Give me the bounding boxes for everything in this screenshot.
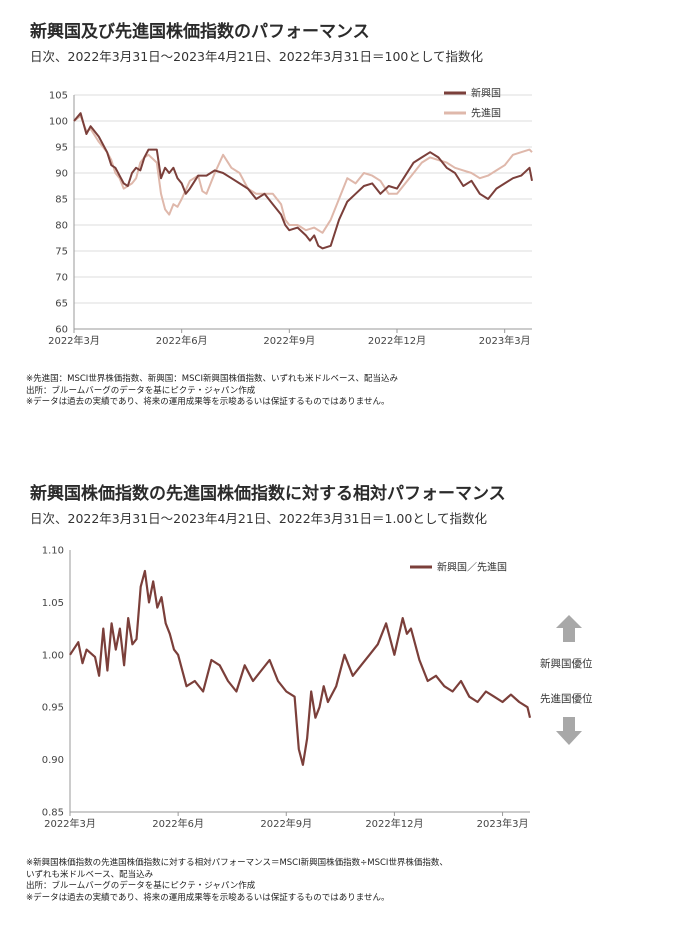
- chart1-subtitle: 日次、2022年3月31日～2023年4月21日、2022年3月31日＝100と…: [30, 49, 483, 64]
- y-tick-label: 70: [55, 273, 68, 284]
- x-tick-label: 2023年3月: [477, 817, 529, 830]
- y-tick-label: 100: [49, 117, 68, 128]
- y-tick-label: 0.85: [42, 808, 64, 819]
- y-tick-label: 0.95: [42, 703, 64, 714]
- y-tick-label: 1.05: [42, 598, 64, 609]
- chart2-subtitle: 日次、2022年3月31日～2023年4月21日、2022年3月31日＝1.00…: [30, 511, 487, 526]
- chart1-notes: ※先進国：MSCI世界株価指数、新興国：MSCI新興国株価指数、いずれも米ドルベ…: [26, 374, 398, 409]
- chart2-note-definition: ※新興国株価指数の先進国株価指数に対する相対パフォーマンス＝MSCI新興国株価指…: [26, 858, 448, 868]
- y-tick-label: 1.10: [42, 546, 64, 557]
- x-tick-label: 2022年12月: [368, 334, 426, 347]
- y-tick-label: 75: [55, 247, 68, 258]
- y-tick-label: 90: [55, 169, 68, 180]
- chart1-note-disclaimer: ※データは過去の実績であり、将来の運用成果等を示唆あるいは保証するものではありま…: [26, 397, 390, 407]
- chart2-note-disclaimer: ※データは過去の実績であり、将来の運用成果等を示唆あるいは保証するものではありま…: [26, 892, 390, 903]
- x-tick-label: 2022年3月: [44, 817, 96, 830]
- x-tick-label: 2022年3月: [48, 334, 100, 347]
- x-tick-label: 2022年9月: [263, 334, 315, 347]
- emerging-advantage-label: 新興国優位: [540, 658, 593, 670]
- x-tick-label: 2022年6月: [152, 817, 204, 830]
- y-tick-label: 1.00: [42, 650, 64, 661]
- y-tick-label: 0.90: [42, 755, 64, 766]
- legend-label-0: 新興国: [471, 87, 501, 100]
- series-line-0: [73, 112, 533, 250]
- y-tick-label: 80: [55, 221, 68, 232]
- y-tick-label: 65: [55, 299, 68, 310]
- developed-advantage-label: 先進国優位: [540, 693, 593, 705]
- y-tick-label: 95: [55, 143, 68, 154]
- y-tick-label: 105: [49, 91, 68, 102]
- chart1-title: 新興国及び先進国株価指数のパフォーマンス: [30, 22, 370, 42]
- series-line-0: [69, 569, 532, 766]
- chart1-note-source: 出所：ブルームバーグのデータを基にピクテ・ジャパン作成: [26, 385, 256, 396]
- chart1-note-definition: ※先進国：MSCI世界株価指数、新興国：MSCI新興国株価指数、いずれも米ドルベ…: [26, 374, 399, 384]
- chart2-title: 新興国株価指数の先進国株価指数に対する相対パフォーマンス: [30, 484, 506, 504]
- down-arrow-icon: [556, 717, 582, 745]
- up-arrow-icon: [556, 615, 582, 642]
- chart2-notes: ※新興国株価指数の先進国株価指数に対する相対パフォーマンス＝MSCI新興国株価指…: [26, 858, 448, 904]
- y-tick-label: 85: [55, 195, 68, 206]
- x-tick-label: 2022年9月: [260, 817, 312, 830]
- performance-chart: 60 65 70 75 80 85 90 95 100 105 2022年3月 2022年6月 2022…: [48, 87, 533, 347]
- x-tick-label: 2022年12月: [365, 817, 423, 830]
- legend-label-0: 新興国／先進国: [437, 561, 507, 574]
- chart2-note-source: 出所：ブルームバーグのデータを基にピクテ・ジャパン作成: [26, 881, 256, 891]
- x-tick-label: 2023年3月: [479, 334, 531, 347]
- x-tick-label: 2022年6月: [156, 334, 208, 347]
- relative-performance-chart: 0.85 0.90 0.95 1.00 1.05 1.10 2022年3月 2022年6月 20…: [42, 546, 582, 830]
- chart2-note-definition-cont: いずれも米ドルベース、配当込み: [26, 869, 154, 880]
- legend-label-1: 先進国: [471, 108, 501, 120]
- series-line-1: [73, 114, 533, 234]
- y-tick-label: 60: [55, 325, 68, 336]
